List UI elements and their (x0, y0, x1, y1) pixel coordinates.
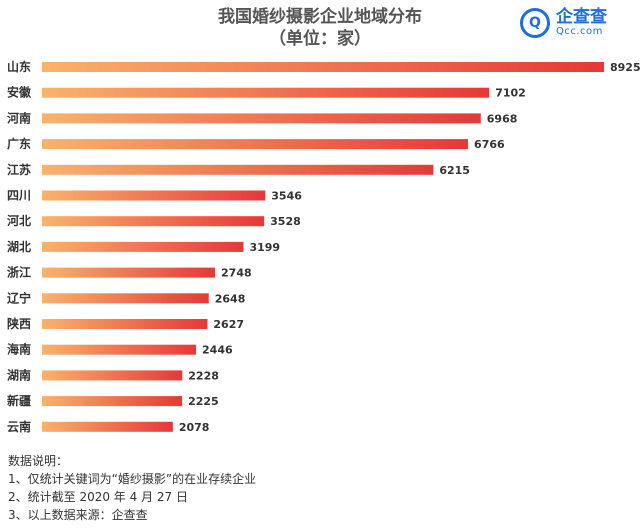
chart-subtitle: （单位：家） (269, 29, 371, 49)
data-notes: 数据说明： 1、仅统计关键词为“婚纱摄影”的在业存续企业 2、统计截至 2020… (8, 452, 256, 524)
category-label: 云南 (7, 419, 31, 434)
bar (42, 164, 434, 175)
category-label: 海南 (7, 342, 31, 357)
value-label: 3528 (270, 215, 301, 228)
category-label: 四川 (7, 189, 31, 203)
category-label: 新疆 (7, 393, 31, 408)
value-label: 2748 (221, 267, 252, 280)
bar-chart: 山东 8925 安徽 7102 河南 6968 广东 6766 江苏 6215 四川 3546 河北 35… (6, 59, 640, 434)
value-label: 6766 (474, 138, 505, 151)
value-label: 2627 (213, 318, 244, 331)
bar (42, 396, 183, 407)
category-label: 河南 (6, 110, 31, 125)
value-label: 2228 (188, 369, 219, 382)
qcc-logo-icon: Q (520, 8, 550, 38)
bar (42, 267, 216, 278)
bars-group: 山东 8925 安徽 7102 河南 6968 广东 6766 江苏 6215 四川 3546 河北 35… (6, 59, 640, 434)
category-label: 辽宁 (7, 290, 31, 305)
category-label: 安徽 (7, 85, 32, 100)
category-label: 陕西 (7, 316, 31, 331)
bar (42, 139, 469, 150)
value-label: 6215 (439, 164, 470, 177)
bar (42, 62, 604, 72)
value-label: 2648 (215, 292, 246, 305)
value-label: 2078 (179, 421, 210, 434)
notes-line-3: 3、以上数据来源：企查查 (8, 508, 148, 522)
category-label: 河北 (6, 213, 31, 228)
bar (42, 319, 208, 329)
category-label: 湖南 (7, 367, 31, 382)
value-label: 2446 (202, 344, 233, 357)
category-label: 广东 (7, 136, 31, 151)
bar (42, 370, 183, 381)
logo-text: 企查查 Qcc.com (556, 8, 607, 38)
notes-heading: 数据说明： (8, 454, 69, 468)
value-label: 8925 (610, 61, 640, 74)
bar (42, 241, 244, 252)
notes-line-1: 1、仅统计关键词为“婚纱摄影”的在业存续企业 (8, 472, 257, 486)
value-label: 3546 (271, 190, 302, 203)
value-label: 6968 (487, 112, 518, 125)
bar (42, 216, 265, 227)
bar (42, 113, 481, 124)
bar (42, 190, 266, 201)
value-label: 2225 (188, 395, 219, 408)
chart-title: 我国婚纱摄影企业地域分布 (218, 7, 422, 27)
category-label: 浙江 (7, 265, 31, 280)
bar (42, 87, 490, 98)
category-label: 湖北 (7, 239, 31, 254)
bar (42, 293, 209, 304)
logo-name: 企查查 (556, 7, 607, 27)
category-label: 江苏 (7, 162, 31, 177)
brand-logo: Q 企查查 Qcc.com (520, 8, 607, 38)
chart-title-block: 我国婚纱摄影企业地域分布 （单位：家） (0, 6, 640, 50)
bar (42, 421, 173, 432)
category-label: 山东 (7, 59, 31, 74)
bar (42, 344, 197, 355)
value-label: 3199 (249, 241, 280, 254)
notes-line-2: 2、统计截至 2020 年 4 月 27 日 (8, 490, 188, 504)
logo-domain: Qcc.com (556, 26, 603, 37)
value-label: 7102 (495, 87, 526, 100)
